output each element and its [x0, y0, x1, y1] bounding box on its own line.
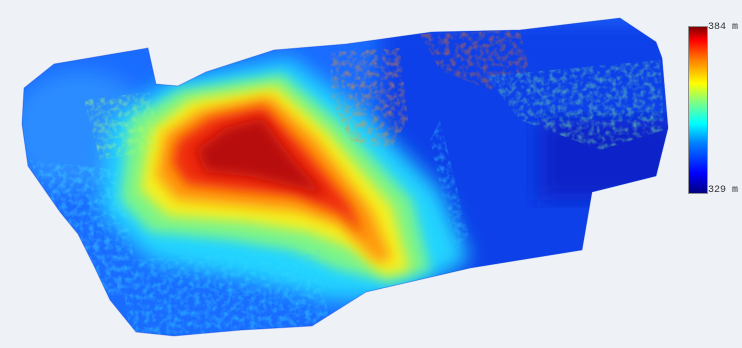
legend-color-bar [688, 26, 708, 194]
vegetation-clusters [30, 30, 664, 336]
terrain-outline [21, 17, 669, 337]
elevation-legend: 384 m 329 m [684, 22, 740, 202]
legend-max-label: 384 m [708, 22, 739, 33]
legend-min-label: 329 m [708, 185, 739, 196]
